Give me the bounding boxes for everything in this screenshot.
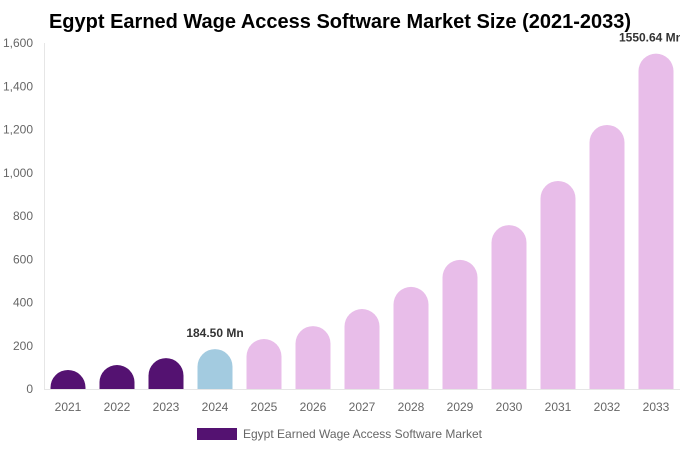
bar-2032[interactable] — [589, 124, 625, 390]
x-tick-label: 2033 — [643, 400, 670, 414]
y-tick-label: 400 — [13, 296, 33, 310]
x-tick-label: 2024 — [202, 400, 229, 414]
data-label-2024: 184.50 Mn — [186, 326, 243, 340]
legend-label: Egypt Earned Wage Access Software Market — [243, 427, 483, 441]
x-tick-label: 2031 — [545, 400, 572, 414]
bar-2021[interactable] — [50, 369, 86, 389]
x-tick-label: 2026 — [300, 400, 327, 414]
bar-2023[interactable] — [148, 358, 184, 389]
bar-2033[interactable] — [638, 53, 674, 389]
bar-2025[interactable] — [246, 339, 282, 389]
x-tick-label: 2027 — [349, 400, 376, 414]
x-tick-label: 2023 — [153, 400, 180, 414]
x-tick-label: 2022 — [104, 400, 131, 414]
bar-2030[interactable] — [491, 225, 527, 389]
bar-2022[interactable] — [99, 364, 135, 389]
x-tick-label: 2021 — [55, 400, 82, 414]
y-tick-label: 1,000 — [3, 166, 33, 180]
y-tick-label: 1,200 — [3, 123, 33, 137]
y-tick-label: 1,600 — [3, 36, 33, 50]
bar-2028[interactable] — [393, 286, 429, 389]
x-tick-label: 2030 — [496, 400, 523, 414]
bar-2027[interactable] — [344, 308, 380, 389]
chart-title: Egypt Earned Wage Access Software Market… — [49, 11, 631, 33]
bar-2026[interactable] — [295, 326, 331, 389]
bar-2031[interactable] — [540, 180, 576, 389]
y-tick-label: 0 — [26, 382, 33, 396]
data-label-2033: 1550.64 Mn — [619, 31, 680, 45]
x-tick-label: 2028 — [398, 400, 425, 414]
legend-swatch — [197, 428, 237, 440]
y-tick-label: 600 — [13, 252, 33, 266]
y-tick-label: 800 — [13, 209, 33, 223]
bar-2029[interactable] — [442, 259, 478, 389]
bar-2024[interactable] — [197, 349, 233, 389]
x-tick-label: 2025 — [251, 400, 278, 414]
x-tick-label: 2032 — [594, 400, 621, 414]
x-tick-label: 2029 — [447, 400, 474, 414]
y-tick-label: 1,400 — [3, 79, 33, 93]
legend[interactable]: Egypt Earned Wage Access Software Market — [197, 427, 483, 441]
y-tick-label: 200 — [13, 339, 33, 353]
